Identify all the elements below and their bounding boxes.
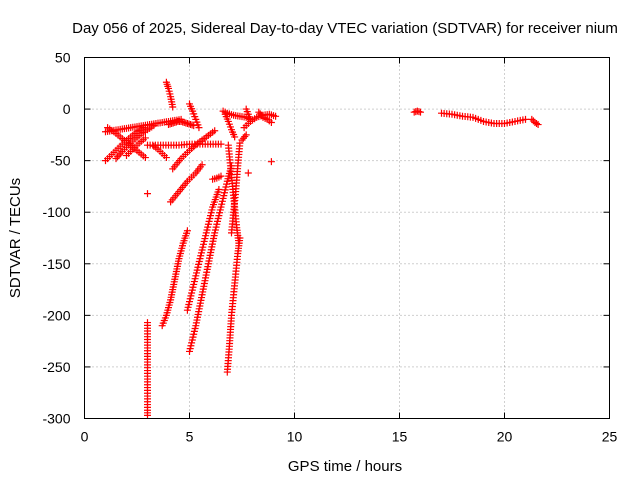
series-s26 xyxy=(244,169,252,177)
data-point xyxy=(195,124,203,132)
y-tick-label: -250 xyxy=(42,359,70,375)
series-s27 xyxy=(267,158,275,166)
data-point xyxy=(211,127,219,135)
series-s13 xyxy=(209,172,225,183)
x-tick-label: 10 xyxy=(287,429,303,445)
data-point xyxy=(217,172,225,180)
data-point xyxy=(534,121,542,129)
y-tick-labels: -300 -250 -200 -150 -100 -50 0 50 xyxy=(42,50,70,427)
y-tick-label: -200 xyxy=(42,307,70,323)
data-point xyxy=(267,118,275,126)
data-point xyxy=(190,122,198,130)
x-axis-label: GPS time / hours xyxy=(288,458,402,475)
data-point xyxy=(141,134,149,142)
data-point xyxy=(267,158,275,166)
plot-frame xyxy=(84,57,610,419)
x-tick-label: 0 xyxy=(81,429,89,445)
data-point xyxy=(141,154,149,162)
gridlines xyxy=(84,57,610,419)
data-point xyxy=(417,108,424,116)
series-s3 xyxy=(104,124,149,162)
chart-title: Day 056 of 2025, Sidereal Day-to-day VTE… xyxy=(72,20,618,37)
series-s23 xyxy=(242,105,254,123)
data-point xyxy=(183,227,191,235)
series-s25 xyxy=(238,131,250,144)
y-tick-label: -100 xyxy=(42,204,70,220)
data-point xyxy=(144,411,151,419)
data-point xyxy=(112,155,120,163)
data-point xyxy=(522,115,529,123)
series-s6 xyxy=(150,142,170,162)
data-point xyxy=(246,115,254,123)
data-point xyxy=(228,162,235,170)
data-point xyxy=(231,133,239,141)
data-point xyxy=(217,140,225,148)
data-point xyxy=(242,131,250,139)
data-point xyxy=(169,103,177,111)
data-point xyxy=(244,169,252,177)
series-s32 xyxy=(528,115,542,129)
series-s12 xyxy=(167,161,206,206)
series-s24 xyxy=(255,108,275,126)
data-point xyxy=(144,190,151,198)
data-point xyxy=(533,120,541,128)
data-point xyxy=(198,161,206,169)
series-s5 xyxy=(123,134,149,159)
x-tick-label: 20 xyxy=(497,429,513,445)
data-point xyxy=(215,186,223,194)
series-s10 xyxy=(186,100,203,132)
x-tick-labels: 0 5 10 15 20 25 xyxy=(81,429,618,445)
data-point xyxy=(272,112,280,120)
x-tick-label: 5 xyxy=(186,429,194,445)
series-s18 xyxy=(183,186,223,314)
y-tick-label: -150 xyxy=(42,256,70,272)
data-point xyxy=(236,234,244,242)
series-s20 xyxy=(223,234,244,376)
series-s30 xyxy=(410,107,424,116)
data-point xyxy=(528,115,536,123)
x-tick-label: 15 xyxy=(392,429,408,445)
series-s19 xyxy=(186,162,235,355)
y-tick-label: -50 xyxy=(50,153,70,169)
series-s16 xyxy=(228,139,244,237)
series-s31 xyxy=(438,109,529,128)
series-s17 xyxy=(158,227,191,330)
y-tick-label: 50 xyxy=(55,50,71,66)
series-s29 xyxy=(144,319,151,419)
x-tick-label: 25 xyxy=(602,429,618,445)
series-s9 xyxy=(162,78,177,111)
series-s11 xyxy=(169,127,219,173)
data-point xyxy=(241,133,249,141)
y-axis-label: SDTVAR / TECUs xyxy=(7,178,24,298)
series-s4 xyxy=(112,122,158,163)
series-s28 xyxy=(144,190,151,198)
data-point xyxy=(150,122,158,130)
series-s8 xyxy=(165,117,198,130)
y-tick-label: -300 xyxy=(42,411,70,427)
data-point xyxy=(162,154,170,162)
y-tick-label: 0 xyxy=(63,101,71,117)
data-points xyxy=(102,78,542,419)
axis-ticks xyxy=(84,57,610,419)
